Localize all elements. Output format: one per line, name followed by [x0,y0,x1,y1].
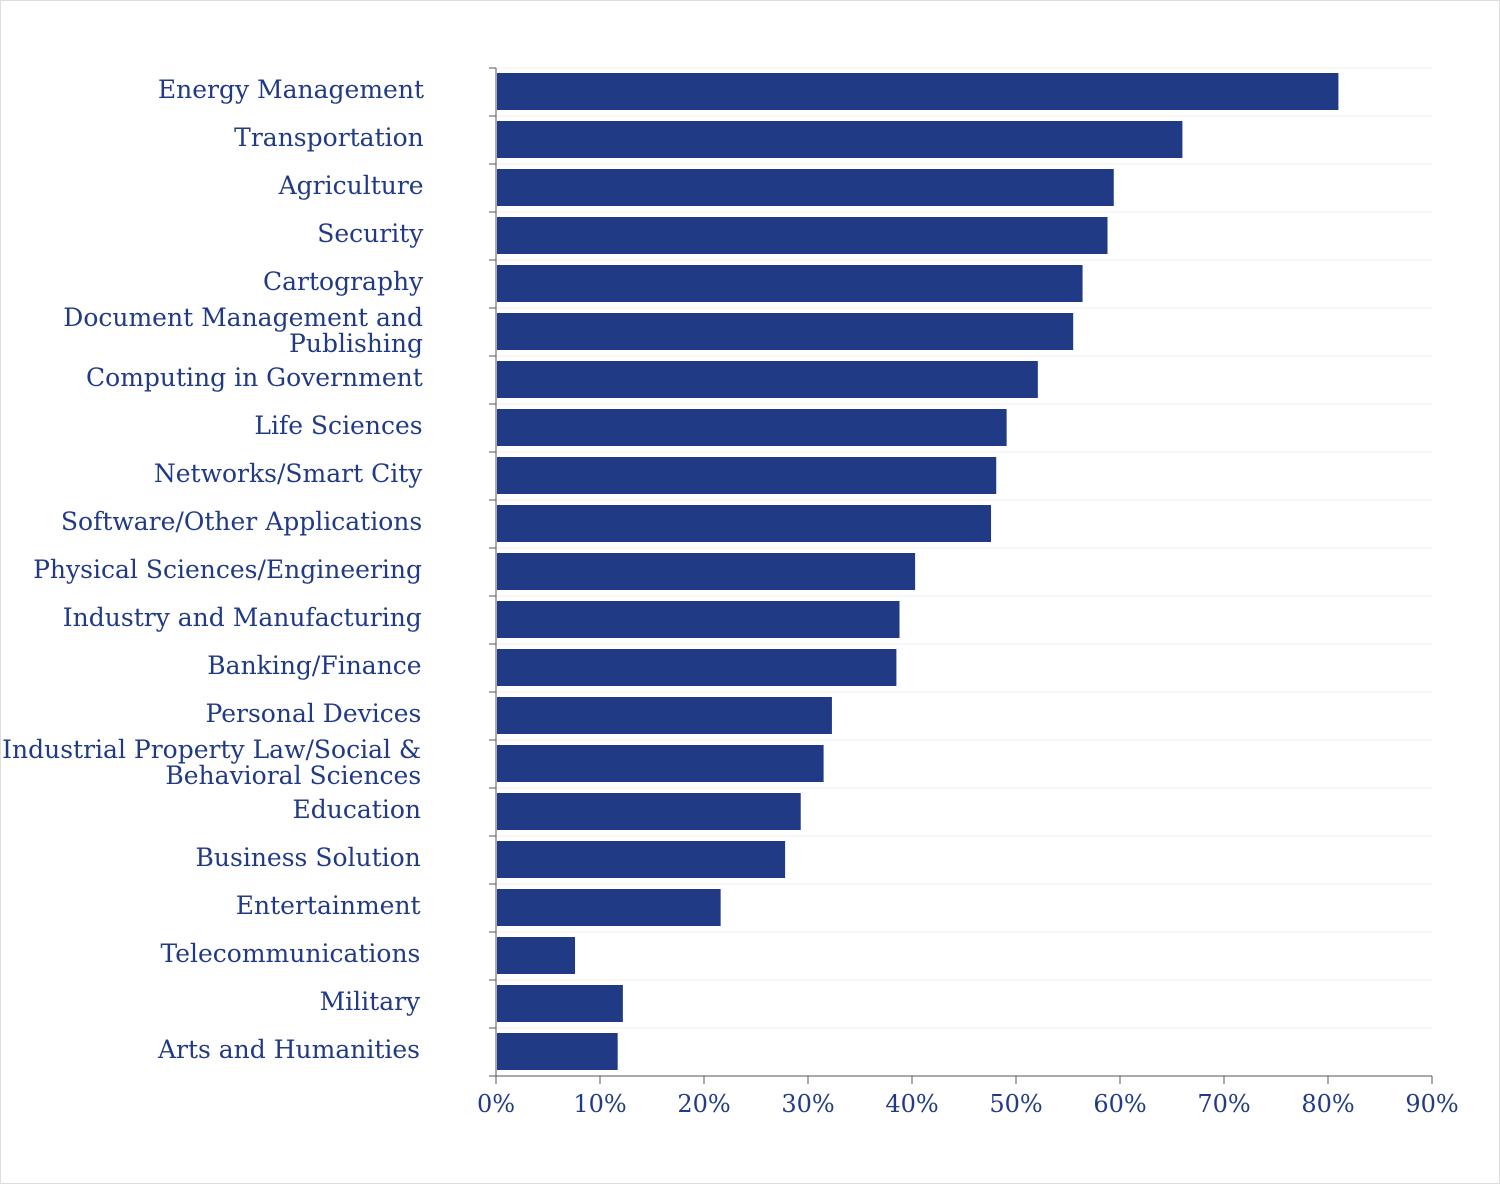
category-label: Computing in Government [86,363,423,392]
category-label-line: Industrial Property Law/Social & [2,735,421,764]
category-label: Business Solution [196,843,421,872]
category-label: Transportation [234,123,424,152]
category-label: Personal Devices [206,699,422,728]
x-tick-label: 0% [477,1090,515,1118]
category-label: Entertainment [236,891,421,920]
bar [497,73,1339,110]
bar [497,265,1083,302]
bar [497,937,576,974]
category-label: Energy Management [158,75,424,104]
x-tick-label: 20% [677,1090,730,1118]
bars [497,73,1339,1070]
category-label: Software/Other Applications [61,507,422,536]
bar [497,601,900,638]
axes [489,67,1433,1084]
bar [497,505,992,542]
category-label: Cartography [263,267,424,296]
x-tick-label: 60% [1093,1090,1146,1118]
bar [497,217,1108,254]
category-label: Security [317,219,424,248]
category-label: Military [320,987,421,1016]
category-label: Document Management and Publishing [63,303,423,358]
category-label: Industrial Property Law/Social & Behavior… [2,735,421,790]
category-label: Education [293,795,421,824]
category-label: Physical Sciences/Engineering [33,555,422,584]
category-label: Telecommunications [160,939,420,968]
x-tick-label: 70% [1197,1090,1250,1118]
category-label: Agriculture [278,171,424,200]
bar [497,985,623,1022]
x-tick-label: 40% [885,1090,938,1118]
x-tick-label: 30% [781,1090,834,1118]
bar [497,649,897,686]
bar [497,697,832,734]
category-label: Life Sciences [254,411,422,440]
bar [497,1033,618,1070]
category-label-line: Document Management and [63,303,423,332]
bar [497,553,916,590]
category-label: Industry and Manufacturing [63,603,422,632]
bar [497,745,824,782]
x-tick-label: 80% [1301,1090,1354,1118]
x-tick-labels: 0% 10% 20% 30% 40% 50% 60% 70% 80% 90% [477,1090,1459,1118]
x-tick-label: 90% [1405,1090,1458,1118]
category-label: Networks/Smart City [154,459,423,488]
bar [497,121,1183,158]
bar [497,793,801,830]
category-label-line: Publishing [289,329,423,358]
bar [497,313,1074,350]
bar [497,889,721,926]
category-label: Arts and Humanities [157,1035,420,1064]
category-labels: Energy Management Transportation Agricultu… [2,75,424,1064]
bar [497,409,1007,446]
bar [497,841,786,878]
bar [497,169,1114,206]
bar [497,457,997,494]
x-tick-label: 50% [989,1090,1042,1118]
bar [497,361,1038,398]
category-label-line: Behavioral Sciences [165,761,421,790]
x-tick-label: 10% [573,1090,626,1118]
category-label: Banking/Finance [207,651,421,680]
